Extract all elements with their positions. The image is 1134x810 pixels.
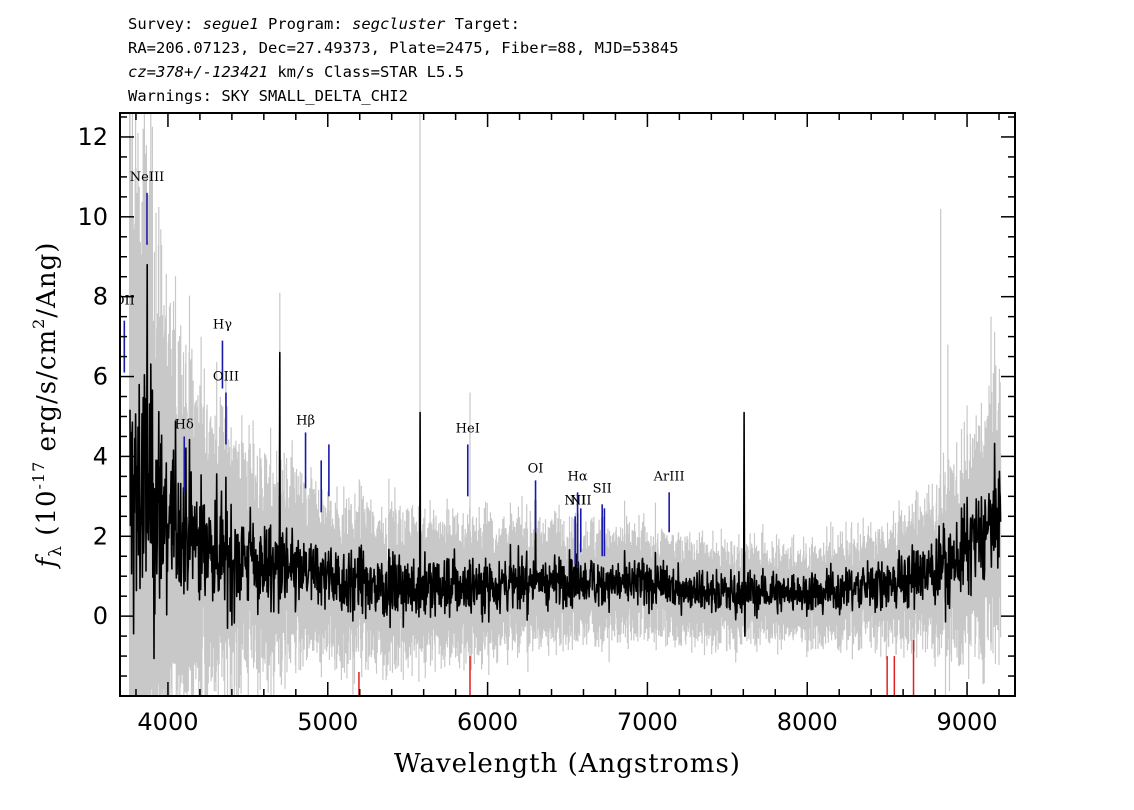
x-tick-label: 9000	[937, 708, 998, 736]
y-label-exp: -17	[29, 461, 48, 490]
emission-line-label: ArIII	[653, 469, 685, 484]
emission-line-label: Hβ	[296, 413, 315, 428]
emission-line-label: NII	[564, 493, 586, 508]
plot-frame	[119, 112, 1016, 697]
x-tick-label: 4000	[137, 708, 198, 736]
cz-value: cz=378+/-123421	[128, 63, 268, 81]
class-text: km/s Class=STAR L5.5	[267, 63, 464, 81]
flux-line	[129, 263, 1002, 660]
emission-line-label: Hγ	[213, 318, 232, 333]
y-label-end: /Ang)	[32, 242, 62, 318]
y-label-f: f	[32, 553, 62, 569]
y-tick-label: 6	[93, 363, 108, 391]
x-tick-label: 8000	[777, 708, 838, 736]
survey-label: Survey:	[128, 15, 203, 33]
spectrum-header: Survey: segue1 Program: segcluster Targe…	[128, 12, 679, 108]
y-tick-label: 4	[93, 442, 108, 470]
y-label-units: erg/s/cm	[32, 329, 62, 461]
emission-line-label: HeI	[456, 421, 480, 436]
x-axis-title: Wavelength (Angstroms)	[394, 749, 741, 779]
x-tick-label: 6000	[457, 708, 518, 736]
y-axis-title: fλ (10-17 erg/s/cm2/Ang)	[29, 242, 66, 570]
flux-layer	[129, 263, 1002, 660]
program-value: segcluster	[351, 15, 446, 33]
y-tick-label: 2	[93, 522, 108, 550]
header-line-survey: Survey: segue1 Program: segcluster Targe…	[128, 12, 679, 36]
x-tick-label: 7000	[617, 708, 678, 736]
emission-line-label: OII	[114, 294, 135, 309]
y-tick-label: 10	[77, 203, 108, 231]
axis-ticks: 4000 5000 6000 7000 8000 9000 0 2 4 6 8 10 12	[77, 113, 1015, 736]
emission-line-label: Hα	[568, 469, 588, 484]
emission-line-label: Hδ	[175, 417, 194, 432]
y-tick-label: 0	[93, 602, 108, 630]
header-line-redshift: cz=378+/-123421 km/s Class=STAR L5.5	[128, 60, 679, 84]
y-label-rest: (10	[32, 489, 62, 545]
error-layer	[129, 113, 1002, 696]
x-tick-label: 5000	[297, 708, 358, 736]
y-label-exp2: 2	[29, 318, 48, 329]
emission-line-label: OI	[528, 461, 544, 476]
y-tick-label: 12	[77, 123, 108, 151]
emission-line-label: NeIII	[130, 170, 164, 185]
header-line-warnings: Warnings: SKY SMALL_DELTA_CHI2	[128, 87, 408, 105]
target-label: Target:	[445, 15, 520, 33]
emission-line-label: NII	[570, 493, 592, 508]
error-band	[129, 113, 1002, 696]
header-line-coordinates: RA=206.07123, Dec=27.49373, Plate=2475, …	[128, 39, 679, 57]
y-tick-label: 8	[93, 283, 108, 311]
emission-line-label: OIII	[213, 370, 239, 385]
survey-value: segue1	[202, 15, 259, 33]
y-label-sub: λ	[46, 545, 66, 557]
emission-line-label: SII	[593, 481, 612, 496]
program-label: Program:	[258, 15, 352, 33]
